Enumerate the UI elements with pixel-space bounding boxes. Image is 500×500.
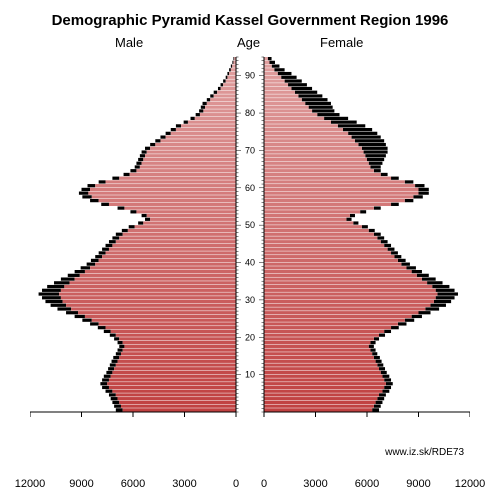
svg-text:50: 50 bbox=[245, 220, 255, 230]
x-tick-female: 6000 bbox=[355, 478, 379, 490]
x-tick-male: 3000 bbox=[172, 478, 196, 490]
svg-text:60: 60 bbox=[245, 183, 255, 193]
x-tick-male: 12000 bbox=[15, 478, 46, 490]
x-tick-male: 0 bbox=[233, 478, 239, 490]
svg-text:10: 10 bbox=[245, 370, 255, 380]
x-tick-female: 0 bbox=[261, 478, 267, 490]
female-label: Female bbox=[320, 35, 363, 50]
svg-text:40: 40 bbox=[245, 258, 255, 268]
male-label: Male bbox=[115, 35, 143, 50]
chart-title: Demographic Pyramid Kassel Government Re… bbox=[0, 12, 500, 29]
svg-text:90: 90 bbox=[245, 71, 255, 81]
credit-text: www.iz.sk/RDE73 bbox=[385, 447, 464, 458]
x-tick-female: 9000 bbox=[406, 478, 430, 490]
svg-text:80: 80 bbox=[245, 108, 255, 118]
svg-text:20: 20 bbox=[245, 332, 255, 342]
x-tick-female: 12000 bbox=[455, 478, 486, 490]
age-label: Age bbox=[237, 35, 260, 50]
svg-text:30: 30 bbox=[245, 295, 255, 305]
x-tick-female: 3000 bbox=[303, 478, 327, 490]
pyramid-svg: 10 20 30 40 50 60 70 80 90 bbox=[30, 52, 470, 442]
pyramid-chart: 10 20 30 40 50 60 70 80 90 bbox=[30, 52, 470, 442]
x-tick-male: 9000 bbox=[69, 478, 93, 490]
x-tick-male: 6000 bbox=[121, 478, 145, 490]
svg-text:70: 70 bbox=[245, 145, 255, 155]
